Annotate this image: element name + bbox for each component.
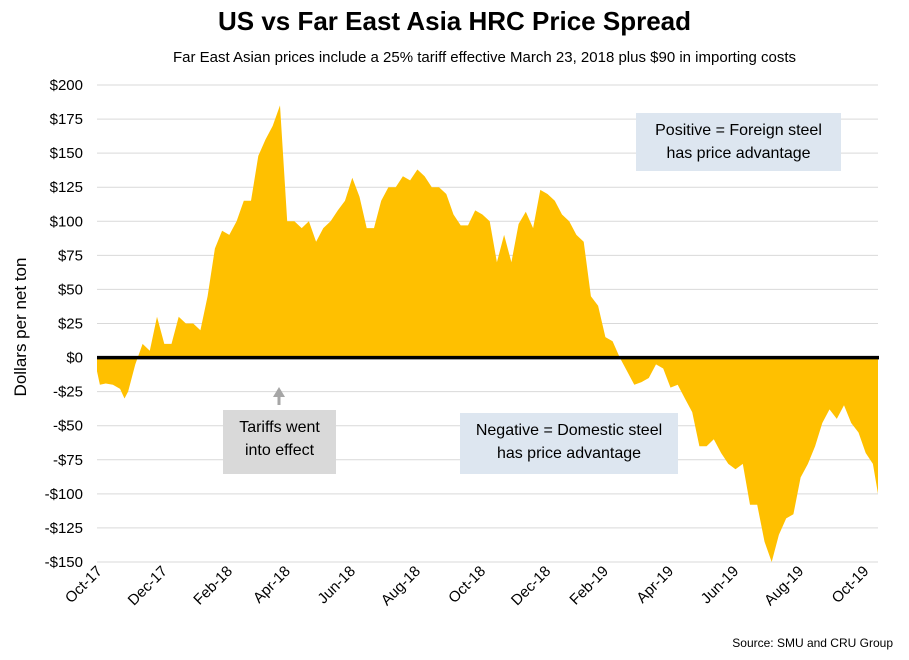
x-tick-label: Aug-19 <box>761 563 807 609</box>
y-tick-label: $200 <box>50 77 83 94</box>
x-tick-label: Jun-18 <box>314 563 358 607</box>
x-axis-ticks: Oct-17 Dec-17 Feb-18 Apr-18 Jun-18 Aug-18 Oct-… <box>62 563 872 609</box>
positive-annotation-line1: Positive = Foreign steel <box>655 122 822 139</box>
spread-area <box>97 105 878 563</box>
y-tick-label: $125 <box>50 179 83 196</box>
y-tick-label: -$75 <box>53 452 83 469</box>
tariffs-annotation-line1: Tariffs went <box>239 419 320 436</box>
y-tick-label: $175 <box>50 111 83 128</box>
y-tick-label: -$50 <box>53 418 83 435</box>
chart-subtitle: Far East Asian prices include a 25% tari… <box>172 49 797 66</box>
x-tick-label: Apr-19 <box>633 563 677 607</box>
x-tick-label: Oct-18 <box>445 563 489 607</box>
x-tick-label: Feb-18 <box>190 563 236 609</box>
y-axis-title: Dollars per net ton <box>11 257 30 397</box>
source-note: Source: SMU and CRU Group <box>732 636 893 650</box>
x-tick-label: Aug-18 <box>378 563 424 609</box>
y-tick-label: $150 <box>50 145 83 162</box>
tariffs-annotation-line2: into effect <box>244 442 315 459</box>
negative-annotation-line1: Negative = Domestic steel <box>475 422 663 439</box>
positive-annotation-line2: has price advantage <box>666 145 811 162</box>
y-tick-label: $25 <box>58 316 83 333</box>
y-tick-label: -$100 <box>45 486 83 503</box>
positive-annotation: Positive = Foreign steel has price advan… <box>636 113 841 171</box>
y-axis-ticks: $200 $175 $150 $125 $100 $75 $50 $25 $0 -$25 -$50 -… <box>45 77 83 571</box>
tariffs-annotation: Tariffs went into effect <box>223 410 336 474</box>
x-tick-label: Feb-19 <box>566 563 612 609</box>
x-tick-label: Dec-18 <box>508 563 554 609</box>
y-tick-label: $50 <box>58 281 83 298</box>
chart-title: US vs Far East Asia HRC Price Spread <box>217 6 691 36</box>
tariff-arrow-icon <box>273 387 285 405</box>
negative-annotation: Negative = Domestic steel has price adva… <box>460 413 678 474</box>
y-tick-label: $100 <box>50 213 83 230</box>
arrow-head <box>273 387 285 397</box>
y-tick-label: -$150 <box>45 554 83 571</box>
x-tick-label: Oct-19 <box>829 563 873 607</box>
x-tick-label: Apr-18 <box>250 563 294 607</box>
y-tick-label: -$25 <box>53 384 83 401</box>
y-tick-label: $75 <box>58 247 83 264</box>
negative-annotation-line2: has price advantage <box>496 445 642 462</box>
x-tick-label: Jun-19 <box>698 563 742 607</box>
y-tick-label: $0 <box>66 350 83 367</box>
x-tick-label: Dec-17 <box>125 563 171 609</box>
y-tick-label: -$125 <box>45 520 83 537</box>
